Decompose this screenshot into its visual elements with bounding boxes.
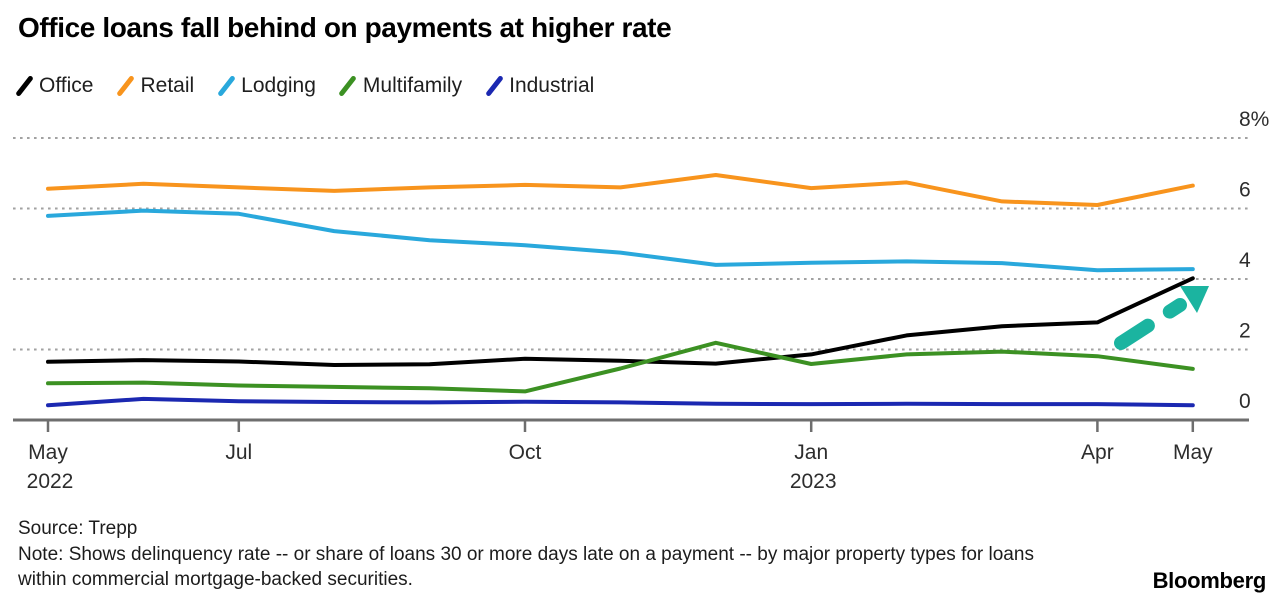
- y-tick-label-6: 6: [1239, 179, 1251, 202]
- legend-label: Retail: [140, 73, 195, 97]
- x-tick-label: Oct: [509, 441, 542, 464]
- legend-item-industrial: Industrial: [484, 72, 595, 99]
- y-tick-label-0: 0: [1239, 390, 1251, 413]
- y-tick-label-8: 8%: [1239, 108, 1269, 131]
- legend-item-retail: Retail: [116, 72, 195, 99]
- legend-slash-icon: [14, 72, 34, 99]
- legend-slash-bar: [338, 74, 358, 97]
- legend-slash-bar: [484, 74, 504, 97]
- legend-slash-bar: [116, 74, 135, 97]
- legend-item-lodging: Lodging: [216, 72, 316, 99]
- legend-item-multifamily: Multifamily: [338, 72, 463, 99]
- legend-slash-bar: [216, 74, 236, 97]
- series-line-lodging: [46, 208, 1195, 273]
- series-line-industrial: [46, 396, 1195, 408]
- annotation-arrow-head-icon: [1180, 286, 1209, 313]
- x-tick-label: Apr: [1081, 441, 1114, 464]
- legend-label: Office: [39, 73, 94, 97]
- series-line-multifamily: [46, 340, 1195, 394]
- x-tick-label: May: [28, 441, 68, 464]
- y-tick-label-4: 4: [1239, 249, 1251, 272]
- bloomberg-logo: Bloomberg: [1152, 568, 1267, 593]
- legend-slash-icon: [338, 72, 358, 99]
- legend-slash-icon: [116, 72, 135, 99]
- legend: Office Retail Lodging Multifamily Industrial: [14, 72, 595, 99]
- x-tick-label: May: [1173, 441, 1213, 464]
- legend-label: Industrial: [509, 73, 595, 97]
- source-note: Source: Trepp: [18, 518, 138, 539]
- legend-slash-icon: [216, 72, 236, 99]
- legend-item-office: Office: [14, 72, 94, 99]
- legend-slash-bar: [14, 74, 34, 97]
- y-tick-label-2: 2: [1239, 320, 1251, 343]
- legend-label: Multifamily: [362, 73, 463, 97]
- x-tick-label: Jan: [794, 441, 828, 464]
- chart-title: Office loans fall behind on payments at …: [18, 12, 672, 43]
- methodology-note: Note: Shows delinquency rate -- or share…: [18, 543, 1034, 591]
- annotation-arrow-shaft: [1114, 298, 1187, 350]
- legend-label: Lodging: [241, 73, 316, 97]
- x-tick-label: Jul: [225, 441, 252, 464]
- legend-slash-icon: [484, 72, 504, 99]
- series-line-office: [46, 276, 1195, 367]
- footer: Source: Trepp Note: Shows delinquency ra…: [18, 516, 1073, 593]
- x-tick-year: 2022: [27, 470, 74, 493]
- x-tick-year: 2023: [790, 470, 837, 493]
- series-line-retail: [46, 173, 1195, 207]
